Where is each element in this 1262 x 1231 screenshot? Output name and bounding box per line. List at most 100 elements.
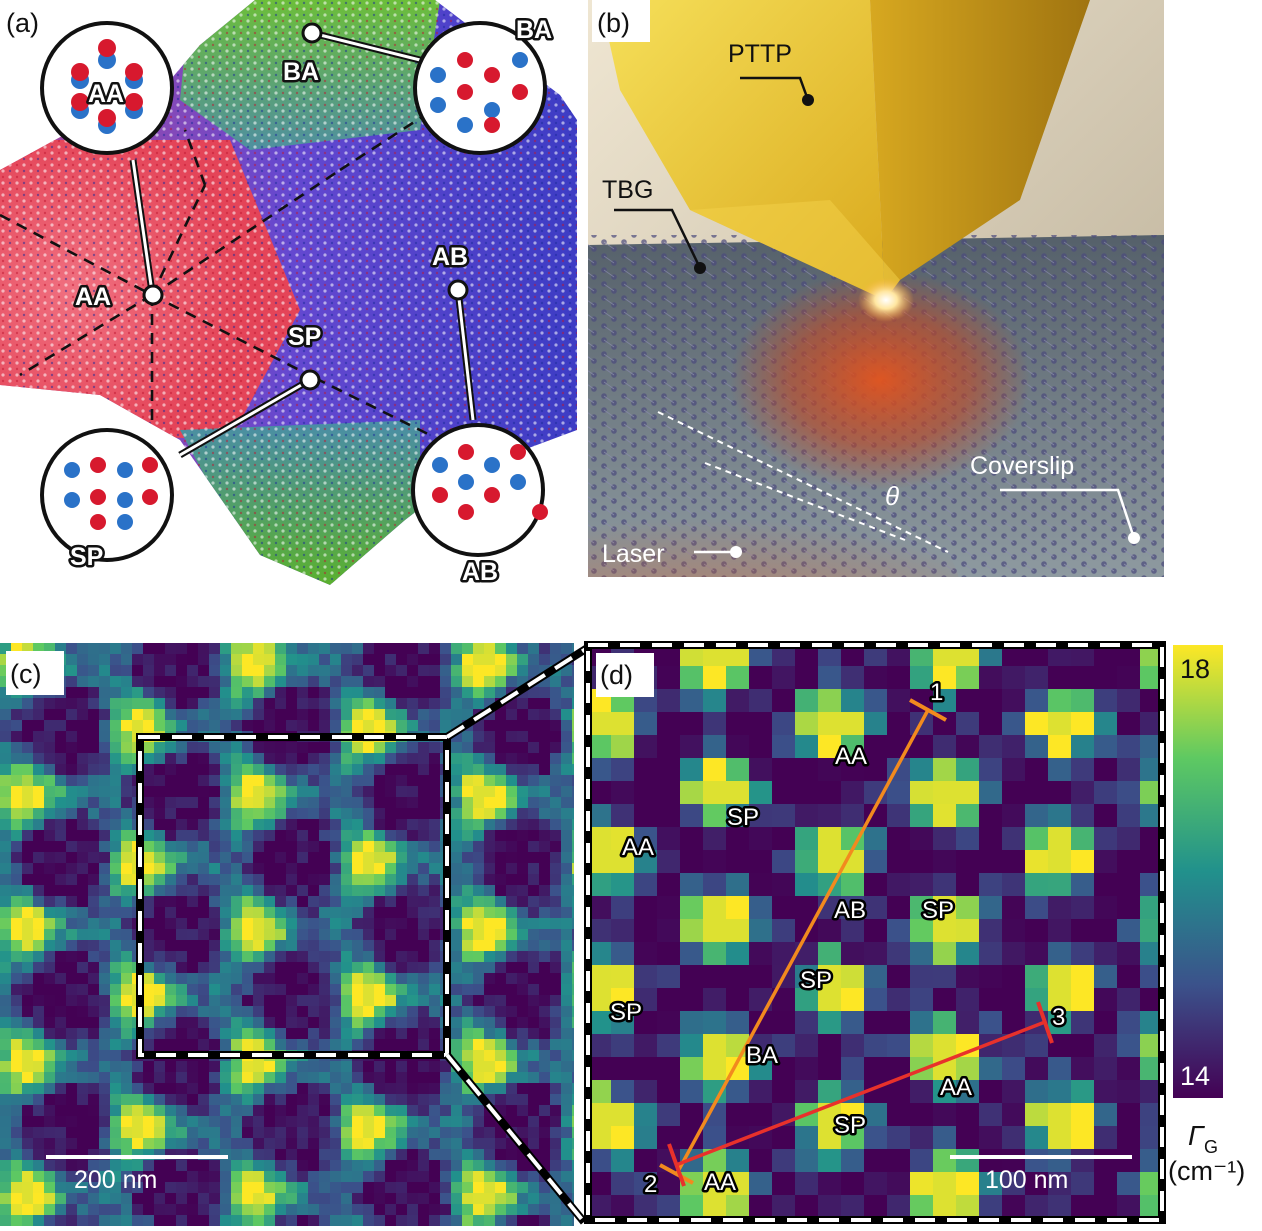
heatmap-cell (1025, 850, 1049, 874)
heatmap-cell (440, 1127, 452, 1139)
heatmap-cell (657, 965, 681, 989)
heatmap-cell (275, 676, 287, 688)
heatmap-cell (374, 753, 386, 765)
heatmap-cell (473, 1149, 485, 1161)
heatmap-cell (772, 689, 796, 713)
heatmap-cell (484, 874, 496, 886)
heatmap-cell (99, 852, 111, 864)
heatmap-cell (264, 951, 276, 963)
heatmap-cell (330, 1006, 342, 1018)
heatmap-cell (385, 907, 397, 919)
heatmap-cell (818, 1057, 842, 1081)
heatmap-cell (407, 676, 419, 688)
heatmap-cell (66, 984, 78, 996)
heatmap-cell (308, 687, 320, 699)
heatmap-cell (1094, 781, 1118, 805)
heatmap-cell (396, 896, 408, 908)
laser-beam-base (588, 470, 959, 577)
heatmap-cell (220, 1083, 232, 1095)
heatmap-cell (22, 753, 34, 765)
heatmap-cell (99, 687, 111, 699)
heatmap-cell (572, 731, 574, 743)
heatmap-cell (242, 742, 254, 754)
heatmap-cell (462, 973, 474, 985)
heatmap-cell (220, 720, 232, 732)
heatmap-cell (979, 1103, 1003, 1127)
heatmap-cell (132, 720, 144, 732)
heatmap-cell (1117, 689, 1141, 713)
heatmap-cell (550, 797, 562, 809)
heatmap-cell (66, 1061, 78, 1073)
heatmap-cell (242, 786, 254, 798)
heatmap-cell (910, 1080, 934, 1104)
heatmap-cell (0, 1017, 12, 1029)
heatmap-cell (550, 984, 562, 996)
heatmap-cell (429, 1072, 441, 1084)
heatmap-cell (308, 995, 320, 1007)
heatmap-cell (407, 665, 419, 677)
scalebar-c-label: 200 nm (74, 1166, 157, 1194)
heatmap-cell (55, 841, 67, 853)
heatmap-cell (440, 1182, 452, 1194)
heatmap-cell (198, 1215, 210, 1226)
heatmap-cell (1048, 1034, 1072, 1058)
heatmap-cell (396, 984, 408, 996)
heatmap-cell (22, 973, 34, 985)
heatmap-cell (77, 1160, 89, 1172)
heatmap-cell (11, 885, 23, 897)
heatmap-cell (264, 1171, 276, 1183)
heatmap-cell (1140, 1080, 1164, 1104)
heatmap-cell (253, 885, 265, 897)
heatmap-cell (341, 1215, 353, 1226)
heatmap-cell (99, 731, 111, 743)
heatmap-cell (484, 907, 496, 919)
heatmap-cell (275, 1105, 287, 1117)
heatmap-cell (352, 742, 364, 754)
heatmap-cell (341, 1083, 353, 1095)
heatmap-cell (418, 841, 430, 853)
heatmap-cell (187, 676, 199, 688)
heatmap-cell (275, 698, 287, 710)
heatmap-cell (572, 951, 574, 963)
heatmap-cell (451, 1006, 463, 1018)
heatmap-cell (297, 665, 309, 677)
heatmap-cell (550, 1171, 562, 1183)
heatmap-cell (1002, 758, 1026, 782)
heatmap-cell (286, 1149, 298, 1161)
heatmap-cell (864, 1057, 888, 1081)
heatmap-cell (657, 942, 681, 966)
heatmap-cell (550, 742, 562, 754)
heatmap-cell (374, 951, 386, 963)
heatmap-cell (0, 1050, 12, 1062)
heatmap-cell (539, 687, 551, 699)
heatmap-cell (242, 1039, 254, 1051)
heatmap-cell (154, 819, 166, 831)
colorbar-min: 14 (1180, 1061, 1210, 1091)
heatmap-cell (110, 1028, 122, 1040)
heatmap-cell (1002, 1172, 1026, 1196)
heatmap-cell (385, 1116, 397, 1128)
heatmap-cell (933, 735, 957, 759)
heatmap-cell (1071, 1172, 1095, 1196)
heatmap-cell (539, 1039, 551, 1051)
heatmap-cell (154, 1072, 166, 1084)
heatmap-cell (110, 1149, 122, 1161)
heatmap-cell (121, 786, 133, 798)
heatmap-cell (407, 1204, 419, 1216)
heatmap-cell (0, 709, 12, 721)
heatmap-cell (77, 1083, 89, 1095)
heatmap-cell (429, 698, 441, 710)
heatmap-cell (572, 874, 574, 886)
heatmap-cell (121, 753, 133, 765)
heatmap-cell (99, 830, 111, 842)
heatmap-cell (1048, 1126, 1072, 1150)
heatmap-cell (363, 1105, 375, 1117)
heatmap-cell (220, 665, 232, 677)
heatmap-cell (506, 1006, 518, 1018)
heatmap-cell (462, 852, 474, 864)
heatmap-cell (242, 995, 254, 1007)
heatmap-cell (154, 1083, 166, 1095)
heatmap-cell (528, 1083, 540, 1095)
heatmap-cell (385, 720, 397, 732)
